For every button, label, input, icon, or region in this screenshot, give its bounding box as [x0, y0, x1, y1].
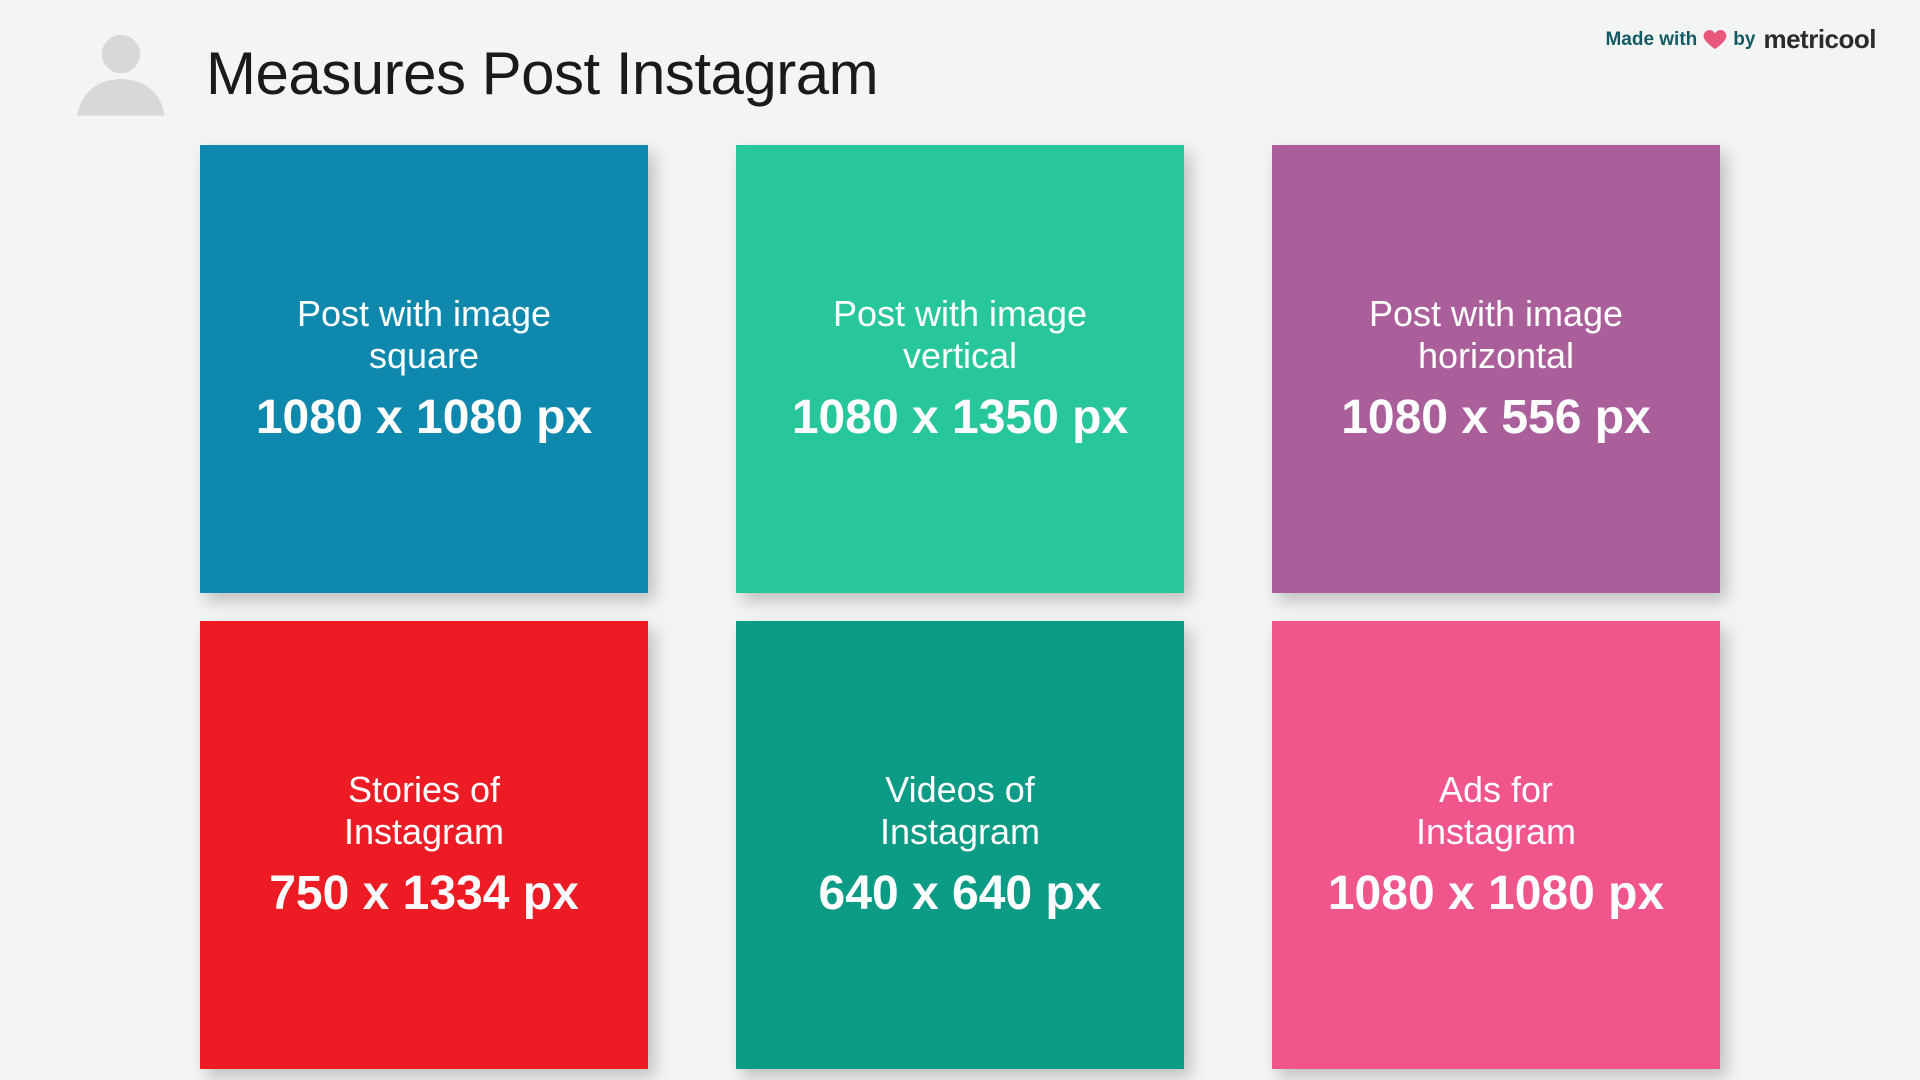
card-videos: Videos of Instagram 640 x 640 px	[736, 621, 1184, 1069]
attribution: Made with by metricool	[1605, 24, 1876, 55]
card-dimensions: 1080 x 1350 px	[792, 390, 1128, 445]
attribution-brand: metricool	[1763, 24, 1876, 55]
card-label: Ads for Instagram	[1416, 769, 1576, 852]
page-title: Measures Post Instagram	[206, 39, 878, 108]
card-ads: Ads for Instagram 1080 x 1080 px	[1272, 621, 1720, 1069]
card-dimensions: 1080 x 556 px	[1341, 390, 1651, 445]
card-dimensions: 750 x 1334 px	[269, 866, 579, 921]
card-post-vertical: Post with image vertical 1080 x 1350 px	[736, 145, 1184, 593]
card-stories: Stories of Instagram 750 x 1334 px	[200, 621, 648, 1069]
card-dimensions: 1080 x 1080 px	[1328, 866, 1664, 921]
header: Measures Post Instagram	[0, 0, 1920, 131]
card-label: Post with image vertical	[833, 293, 1087, 376]
cards-grid: Post with image square 1080 x 1080 px Po…	[0, 145, 1920, 1069]
card-label: Stories of Instagram	[344, 769, 504, 852]
card-label: Post with image square	[297, 293, 551, 376]
card-post-horizontal: Post with image horizontal 1080 x 556 px	[1272, 145, 1720, 593]
card-post-square: Post with image square 1080 x 1080 px	[200, 145, 648, 593]
card-dimensions: 1080 x 1080 px	[256, 390, 592, 445]
card-label: Videos of Instagram	[880, 769, 1040, 852]
attribution-suffix: by	[1733, 29, 1755, 51]
card-label: Post with image horizontal	[1369, 293, 1623, 376]
heart-icon	[1703, 28, 1727, 52]
card-dimensions: 640 x 640 px	[819, 866, 1102, 921]
attribution-prefix: Made with	[1605, 29, 1697, 51]
avatar-placeholder-icon	[66, 26, 176, 121]
